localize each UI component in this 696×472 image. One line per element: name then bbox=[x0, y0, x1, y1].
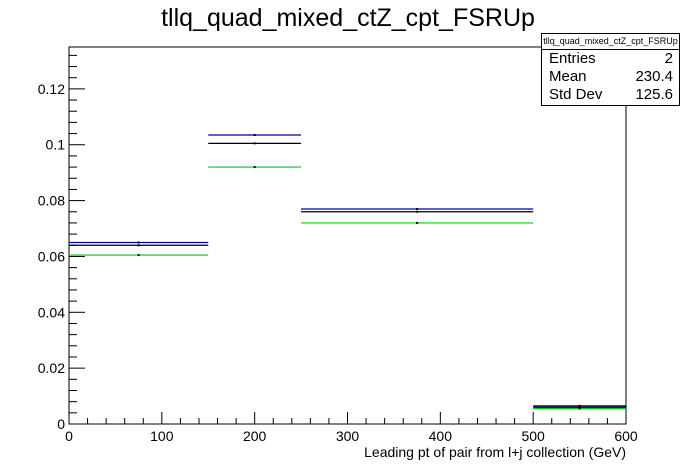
x-axis-label: Leading pt of pair from l+j collection (… bbox=[364, 444, 626, 460]
x-tick-label: 200 bbox=[243, 428, 267, 444]
stats-stddev-label: Std Dev bbox=[549, 86, 603, 103]
histogram-series-3 bbox=[69, 166, 626, 410]
bin-center-marker bbox=[253, 142, 256, 145]
x-tick-label: 100 bbox=[150, 428, 174, 444]
stats-mean-value: 230.4 bbox=[635, 68, 673, 85]
x-tick-label: 500 bbox=[521, 428, 545, 444]
y-tick-label: 0.06 bbox=[38, 248, 65, 264]
histogram-series-1 bbox=[69, 133, 626, 407]
bin-center-marker bbox=[578, 407, 581, 410]
stats-entries-label: Entries bbox=[549, 50, 596, 67]
stats-title: tllq_quad_mixed_ctZ_cpt_FSRUp bbox=[542, 34, 679, 50]
bin-center-marker bbox=[253, 166, 256, 169]
histogram-series-2 bbox=[69, 142, 626, 409]
bin-center-marker bbox=[137, 254, 140, 257]
bin-center-marker bbox=[416, 221, 419, 224]
y-tick-label: 0 bbox=[57, 416, 65, 432]
stats-entries-value: 2 bbox=[664, 50, 673, 67]
stats-row-mean: Mean 230.4 bbox=[542, 68, 679, 86]
x-tick-label: 300 bbox=[336, 428, 360, 444]
data-series bbox=[69, 133, 626, 410]
x-tick-label: 0 bbox=[65, 428, 73, 444]
bin-center-marker bbox=[416, 207, 419, 210]
y-tick-label: 0.1 bbox=[46, 137, 66, 153]
x-tick-label: 400 bbox=[429, 428, 453, 444]
y-tick-label: 0.02 bbox=[38, 360, 65, 376]
bin-center-marker bbox=[416, 210, 419, 213]
bin-center-marker bbox=[253, 133, 256, 136]
chart-title: tllq_quad_mixed_ctZ_cpt_FSRUp bbox=[161, 4, 535, 32]
stats-row-stddev: Std Dev 125.6 bbox=[542, 86, 679, 104]
stats-stddev-value: 125.6 bbox=[635, 86, 673, 103]
y-tick-label: 0.04 bbox=[38, 304, 65, 320]
stats-mean-label: Mean bbox=[549, 68, 587, 85]
bin-center-marker bbox=[137, 241, 140, 244]
y-tick-label: 0.12 bbox=[38, 81, 65, 97]
bin-center-marker bbox=[578, 406, 581, 409]
bin-center-marker bbox=[578, 404, 581, 407]
stats-box: tllq_quad_mixed_ctZ_cpt_FSRUp Entries 2 … bbox=[541, 33, 680, 106]
x-tick-label: 600 bbox=[614, 428, 638, 444]
axes: 0 100 200 300 400 500 600 0 0.02 0.04 0.06 0.08 0.1 0… bbox=[38, 46, 638, 444]
bin-center-marker bbox=[137, 244, 140, 247]
y-tick-label: 0.08 bbox=[38, 193, 65, 209]
stats-row-entries: Entries 2 bbox=[542, 50, 679, 68]
